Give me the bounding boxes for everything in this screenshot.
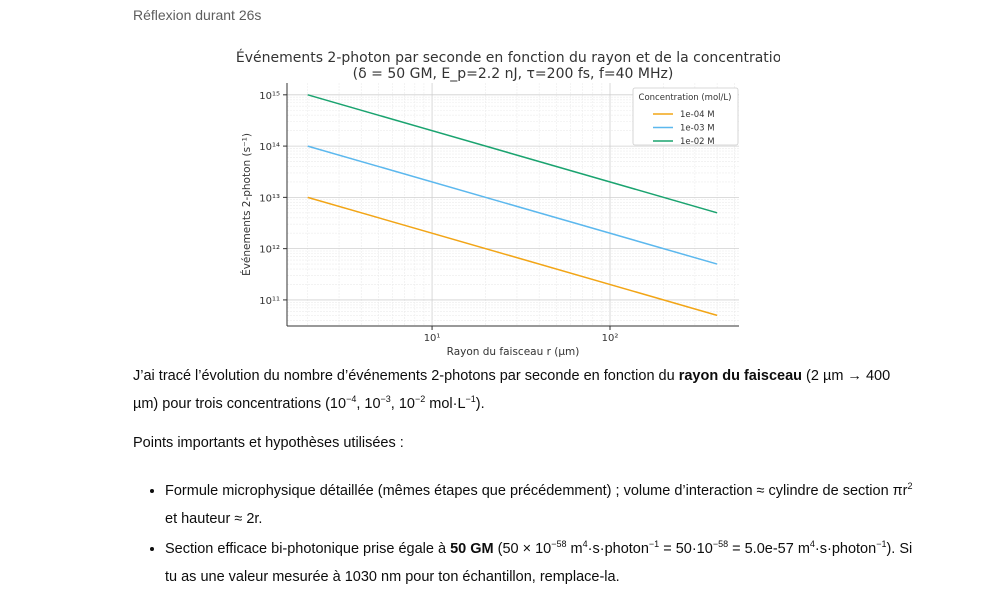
exponent: −4 (346, 394, 357, 405)
series-line-1e-02-M (307, 94, 718, 214)
legend-box (632, 87, 739, 146)
text: , 10 (356, 396, 381, 412)
bold-text: rayon du faisceau (678, 368, 803, 384)
chart-title: Événements 2-photon par seconde en fonct… (236, 49, 780, 66)
exponent: −1 (876, 539, 887, 550)
y-tick-label: 10¹⁴ (259, 142, 280, 153)
text: ·s·photon (814, 541, 877, 557)
x-tick-label: 10¹ (424, 333, 441, 344)
text: m (566, 541, 583, 557)
reasoning-toggle[interactable]: Réflexion durant 26s (133, 7, 262, 23)
y-tick-label: 10¹³ (259, 193, 280, 204)
paragraph-intro: J’ai tracé l’évolution du nombre d’événe… (133, 362, 893, 418)
series-line-1e-04-M (307, 196, 718, 317)
text: = 5.0e-57 m (728, 541, 810, 557)
list-item: Section efficace bi-photonique prise éga… (165, 535, 925, 591)
exponent: −58 (712, 539, 729, 550)
text: Section efficace bi-photonique prise éga… (165, 541, 451, 557)
legend-title: Concentration (mol/L) (639, 93, 732, 103)
legend-label: 1e-03 M (680, 124, 715, 134)
paragraph-points: Points importants et hypothèses utilisée… (133, 435, 404, 451)
text: ·s·photon (587, 541, 649, 557)
text: J’ai tracé l’évolution du nombre d’événe… (133, 368, 679, 384)
legend-label: 1e-04 M (680, 110, 715, 120)
exponent: −1 (648, 539, 660, 550)
exponent: −1 (465, 394, 476, 405)
text: ). (475, 396, 485, 412)
exponent: −2 (414, 394, 426, 405)
legend-label: 1e-02 M (680, 137, 715, 147)
bold-text: 50 GM (450, 541, 494, 557)
series-line-1e-03-M (307, 145, 718, 265)
y-axis-label: Événements 2-photon (s⁻¹) (240, 133, 253, 276)
y-tick-label: 10¹⁵ (259, 91, 280, 102)
text: (2 µm → 400 µm) pour trois concentration… (133, 368, 891, 412)
text: (50 × 10 (493, 541, 552, 557)
chart: Événements 2-photon par seconde en fonct… (236, 49, 780, 358)
exponent: 2 (907, 481, 913, 492)
bullet-list: Formule microphysique détaillée (mêmes é… (133, 477, 925, 593)
exponent: −58 (551, 539, 567, 550)
exponent: −3 (380, 394, 391, 405)
chart-subtitle: (δ = 50 GM, E_p=2.2 nJ, τ=200 fs, f=40 M… (353, 66, 674, 82)
y-tick-label: 10¹² (259, 245, 280, 256)
y-tick-label: 10¹¹ (259, 296, 280, 307)
exponent: 4 (582, 539, 588, 550)
text: , 10 (390, 396, 415, 412)
text: ). Si tu as une valeur mesurée à 1030 nm… (165, 541, 913, 585)
x-axis-label: Rayon du faisceau r (µm) (447, 346, 580, 358)
text: mol·L (425, 396, 466, 412)
exponent: 4 (809, 539, 815, 550)
list-item: Formule microphysique détaillée (mêmes é… (165, 477, 925, 533)
x-tick-label: 10² (602, 333, 619, 344)
text: et hauteur ≈ 2r. (165, 511, 263, 527)
text: = 50·10 (659, 541, 713, 557)
text: Formule microphysique détaillée (mêmes é… (165, 483, 908, 499)
